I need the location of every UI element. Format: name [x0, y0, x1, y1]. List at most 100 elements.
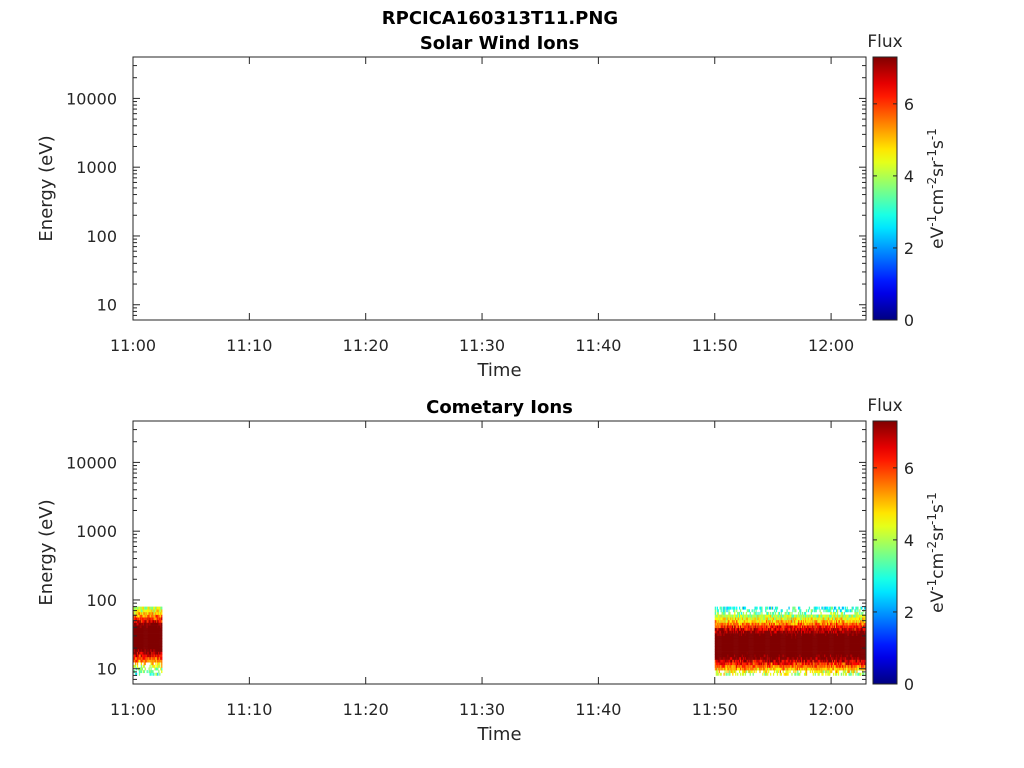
- spectrogram-cell: [781, 633, 783, 637]
- spectrogram-cell: [758, 664, 760, 668]
- spectrogram-cell: [755, 611, 757, 615]
- spectrogram-cell: [147, 635, 149, 639]
- spectrogram-cell: [856, 622, 858, 626]
- spectrogram-cell: [782, 617, 784, 621]
- spectrogram-cell: [749, 627, 751, 631]
- spectrogram-cell: [761, 625, 763, 629]
- spectrogram-cell: [751, 648, 753, 652]
- spectrogram-cell: [146, 635, 148, 639]
- spectrogram-cell: [842, 627, 844, 631]
- spectrogram-cell: [831, 627, 833, 631]
- spectrogram-cell: [756, 651, 758, 655]
- spectrogram-cell: [744, 672, 747, 676]
- spectrogram-cell: [797, 630, 799, 634]
- spectrogram-cell: [764, 672, 766, 676]
- spectrogram-cell: [772, 627, 775, 631]
- spectrogram-cell: [855, 614, 857, 618]
- spectrogram-cell: [812, 638, 814, 642]
- spectrogram-cell: [724, 622, 726, 626]
- spectrogram-cell: [828, 633, 830, 637]
- spectrogram-cell: [809, 670, 812, 674]
- spectrogram-cell: [850, 622, 852, 626]
- spectrogram-cell: [779, 664, 781, 668]
- spectrogram-cell: [749, 617, 751, 621]
- spectrogram-cell: [843, 667, 845, 671]
- spectrogram-cell: [814, 646, 816, 650]
- spectrogram-cell: [777, 635, 780, 639]
- spectrogram-cell: [745, 651, 748, 655]
- spectrogram-cell: [801, 617, 803, 621]
- spectrogram-cell: [856, 667, 858, 671]
- spectrogram-cell: [799, 664, 801, 668]
- spectrogram-cell: [844, 633, 846, 637]
- spectrogram-cell: [750, 635, 752, 639]
- spectrogram-cell: [725, 619, 727, 623]
- spectrogram-cell: [148, 633, 150, 637]
- spectrogram-cell: [736, 659, 738, 663]
- spectrogram-cell: [816, 654, 818, 658]
- spectrogram-cell: [716, 670, 718, 674]
- spectrogram-cell: [751, 659, 753, 663]
- spectrogram-cell: [773, 625, 776, 629]
- spectrogram-cell: [821, 670, 823, 674]
- spectrogram-cell: [729, 670, 731, 674]
- spectrogram-cell: [802, 614, 805, 618]
- spectrogram-cell: [788, 648, 790, 652]
- spectrogram-cell: [133, 630, 135, 634]
- spectrogram-cell: [838, 643, 841, 647]
- spectrogram-cell: [737, 641, 739, 644]
- spectrogram-cell: [140, 654, 143, 658]
- spectrogram-cell: [771, 617, 774, 621]
- spectrogram-cell: [143, 611, 145, 615]
- spectrogram-cell: [814, 662, 816, 666]
- spectrogram-cell: [755, 662, 757, 666]
- spectrogram-cell: [813, 667, 815, 671]
- spectrogram-cell: [845, 643, 847, 647]
- spectrogram-cell: [724, 611, 726, 615]
- spectrogram-cell: [858, 643, 860, 647]
- spectrogram-cell: [782, 651, 784, 655]
- spectrogram-cell: [726, 609, 728, 613]
- spectrogram-cell: [816, 662, 818, 666]
- spectrogram-cell: [721, 648, 723, 652]
- spectrogram-cell: [135, 648, 138, 652]
- spectrogram-cell: [812, 654, 814, 658]
- spectrogram-cell: [741, 638, 744, 642]
- spectrogram-cell: [772, 654, 775, 658]
- spectrogram-cell: [143, 619, 145, 623]
- spectrogram-cell: [146, 656, 148, 660]
- spectrogram-cell: [772, 635, 775, 639]
- spectrogram-cell: [822, 654, 824, 658]
- spectrogram-cell: [855, 667, 857, 671]
- spectrogram-cell: [719, 651, 721, 655]
- spectrogram-cell: [861, 651, 863, 655]
- spectrogram-cell: [141, 651, 143, 655]
- spectrogram-cell: [851, 646, 853, 650]
- spectrogram-cell: [859, 633, 861, 637]
- spectrogram-cell: [834, 622, 836, 626]
- spectrogram-cell: [823, 630, 825, 634]
- spectrogram-cell: [729, 651, 731, 655]
- spectrogram-cell: [150, 641, 152, 644]
- spectrogram-cell: [147, 614, 149, 618]
- spectrogram-cell: [738, 611, 740, 615]
- spectrogram-cell: [791, 627, 793, 631]
- spectrogram-cell: [815, 630, 817, 634]
- spectrogram-cell: [764, 625, 766, 629]
- spectrogram-cell: [133, 656, 135, 660]
- spectrogram-cell: [816, 633, 818, 637]
- spectrogram-cell: [738, 656, 740, 660]
- spectrogram-cell: [811, 622, 813, 626]
- spectrogram-cell: [719, 638, 721, 642]
- spectrogram-cell: [803, 672, 806, 676]
- spectrogram-cell: [834, 643, 836, 647]
- spectrogram-cell: [754, 662, 756, 666]
- spectrogram-cell: [158, 622, 160, 626]
- spectrogram-cells: [133, 606, 867, 676]
- spectrogram-cell: [716, 622, 718, 626]
- spectrogram-cell: [809, 648, 812, 652]
- spectrogram-cell: [760, 643, 762, 647]
- spectrogram-cell: [734, 638, 736, 642]
- spectrogram-cell: [810, 609, 812, 613]
